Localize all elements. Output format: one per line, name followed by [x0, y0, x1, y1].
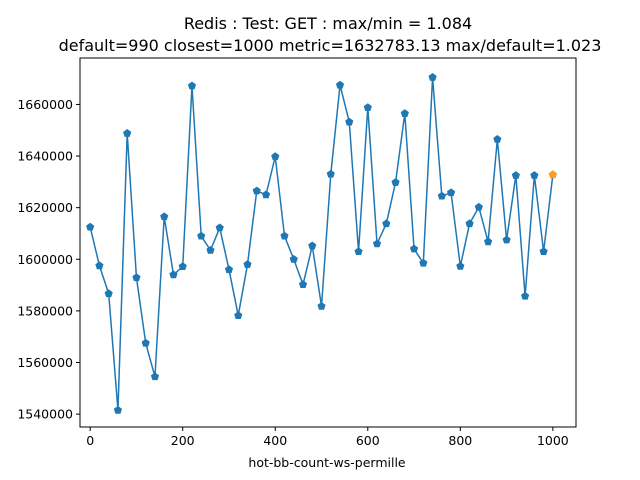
- data-point: [150, 372, 160, 381]
- data-point: [484, 237, 493, 246]
- plot-area: [79, 57, 577, 428]
- data-point: [271, 152, 280, 161]
- data-point: [317, 301, 326, 310]
- data-point: [446, 188, 456, 197]
- data-point: [511, 171, 520, 179]
- data-point: [160, 212, 169, 221]
- data-point: [95, 261, 104, 270]
- data-point: [123, 129, 132, 137]
- data-point: [419, 258, 428, 267]
- data-point: [345, 117, 354, 126]
- data-point: [372, 239, 382, 248]
- y-tick-label: 1620000: [17, 200, 73, 215]
- data-point: [437, 191, 446, 200]
- data-point: [409, 244, 419, 253]
- data-point: [465, 219, 474, 228]
- y-tick-label: 1540000: [17, 407, 73, 422]
- data-point: [530, 171, 539, 179]
- series-layer: [86, 73, 557, 414]
- data-point: [104, 289, 113, 298]
- series-line: [89, 76, 554, 411]
- data-point: [382, 219, 391, 228]
- x-axis: 0 200 400 600 800 1000: [86, 427, 569, 448]
- data-point: [493, 134, 502, 143]
- data-point: [178, 262, 187, 270]
- data-point: [243, 260, 252, 268]
- data-point: [252, 186, 261, 195]
- y-tick-label: 1580000: [17, 303, 73, 318]
- data-point: [261, 190, 271, 199]
- data-point: [298, 280, 308, 289]
- data-point: [197, 231, 206, 240]
- data-point: [539, 247, 548, 256]
- data-point: [215, 223, 224, 232]
- data-point: [132, 273, 141, 282]
- x-tick-label: 1000: [537, 433, 569, 448]
- data-point: [280, 231, 289, 240]
- data-point: [224, 265, 234, 274]
- data-point: [234, 311, 243, 319]
- data-point: [400, 109, 409, 117]
- data-point: [113, 405, 123, 414]
- x-tick-label: 0: [86, 433, 94, 448]
- highlight-point: [548, 170, 557, 179]
- data-point: [354, 247, 363, 256]
- y-tick-label: 1560000: [17, 355, 73, 370]
- x-tick-label: 400: [263, 433, 287, 448]
- y-axis: 1540000 1560000 1580000 1600000 1620000 16400…: [17, 97, 80, 422]
- y-tick-label: 1640000: [17, 149, 73, 164]
- data-point: [428, 73, 437, 81]
- data-point: [521, 291, 530, 300]
- data-point: [335, 80, 345, 89]
- data-point: [363, 103, 372, 112]
- data-point: [308, 241, 317, 250]
- data-point: [187, 81, 197, 90]
- data-point: [206, 245, 215, 254]
- chart-subtitle: default=990 closest=1000 metric=1632783.…: [59, 36, 602, 55]
- x-tick-label: 200: [171, 433, 195, 448]
- data-point: [289, 254, 298, 263]
- data-point: [86, 222, 95, 231]
- data-point: [474, 202, 483, 211]
- chart-title: Redis : Test: GET : max/min = 1.084: [184, 14, 472, 33]
- x-axis-label: hot-bb-count-ws-permille: [248, 455, 406, 470]
- data-point: [326, 169, 335, 178]
- x-tick-label: 600: [356, 433, 380, 448]
- data-point: [391, 178, 400, 186]
- data-point: [456, 261, 465, 270]
- x-tick-label: 800: [448, 433, 472, 448]
- data-point: [502, 235, 511, 244]
- y-tick-label: 1600000: [17, 252, 73, 267]
- data-point: [141, 338, 150, 347]
- y-tick-label: 1660000: [17, 97, 73, 112]
- data-point: [169, 270, 178, 279]
